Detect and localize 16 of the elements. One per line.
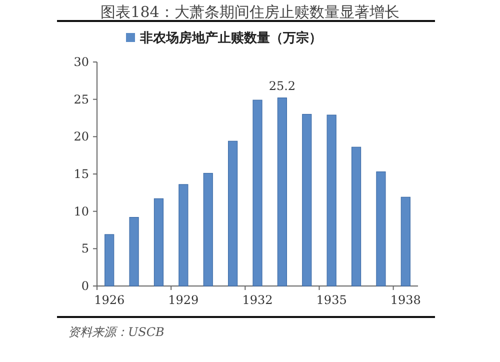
annotation: 资料来源：USCB xyxy=(68,325,164,339)
y-tick-label: 30 xyxy=(74,55,89,69)
x-tick-label: 1932 xyxy=(242,293,273,307)
x-tick-label: 1926 xyxy=(94,293,125,307)
y-tick-label: 5 xyxy=(81,242,89,256)
title: 图表184：大萧条期间住房止赎数量显著增长 xyxy=(100,3,400,21)
x-tick-label: 1938 xyxy=(390,293,421,307)
x-tick-label: 1935 xyxy=(316,293,347,307)
y-tick-label: 0 xyxy=(81,279,89,293)
legend: 非农场房地产止赎数量（万宗） xyxy=(140,31,322,46)
y-tick-label: 15 xyxy=(74,167,89,181)
y-tick-label: 20 xyxy=(74,130,89,144)
y-tick-label: 10 xyxy=(74,204,89,218)
y-tick-label: 25 xyxy=(74,92,89,106)
value-label: 25.2 xyxy=(268,78,296,93)
x-tick-label: 1929 xyxy=(168,293,199,307)
